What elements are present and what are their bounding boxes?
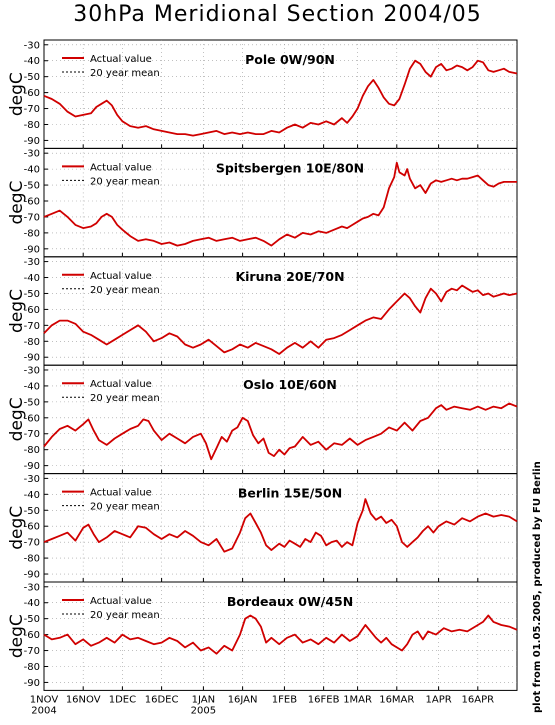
y-tick-label: -90 — [24, 570, 40, 581]
y-tick-label: -70 — [24, 538, 40, 549]
y-axis-label: degC — [7, 181, 27, 225]
y-tick-label: -40 — [24, 56, 40, 67]
x-tick-label: 1APR — [426, 694, 452, 705]
y-tick-label: -80 — [24, 554, 40, 565]
page-title: 30hPa Meridional Section 2004/05 — [73, 2, 482, 27]
panel-station-title: Berlin 15E/50N — [238, 486, 342, 501]
y-tick-label: -40 — [24, 165, 40, 176]
y-tick-label: -60 — [24, 522, 40, 533]
y-tick-label: -30 — [24, 365, 40, 376]
series-actual-line — [43, 59, 518, 137]
x-tick-label: 1JAN — [192, 694, 215, 705]
legend-mean-label: 20 year mean — [90, 393, 160, 404]
x-tick-label: 16JAN — [228, 694, 258, 705]
y-tick-label: -90 — [24, 678, 40, 689]
panel-station-title: Pole 0W/90N — [245, 52, 335, 67]
legend-actual-label: Actual value — [90, 596, 152, 607]
x-tick-label: 1MAR — [343, 694, 372, 705]
legend-actual-label: Actual value — [90, 271, 152, 282]
y-axis-label: degC — [7, 614, 27, 658]
legend-mean-label: 20 year mean — [90, 68, 160, 79]
y-tick-label: -30 — [24, 474, 40, 485]
y-axis-label: degC — [7, 72, 27, 116]
x-tick-label: 16APR — [462, 694, 495, 705]
y-axis-label: degC — [7, 506, 27, 550]
legend-mean-label: 20 year mean — [90, 610, 160, 621]
y-tick-label: -60 — [24, 305, 40, 316]
y-tick-label: -30 — [24, 149, 40, 160]
y-tick-label: -40 — [24, 490, 40, 501]
y-tick-label: -40 — [24, 381, 40, 392]
y-tick-label: -60 — [24, 197, 40, 208]
y-tick-label: -60 — [24, 630, 40, 641]
y-axis-label: degC — [7, 397, 27, 441]
x-tick-label-year: 2005 — [191, 705, 216, 716]
x-tick-label: 1DEC — [109, 694, 136, 705]
series-actual-line — [43, 498, 518, 553]
y-tick-label: -70 — [24, 646, 40, 657]
y-tick-label: -90 — [24, 244, 40, 255]
y-tick-label: -80 — [24, 337, 40, 348]
y-tick-label: -40 — [24, 598, 40, 609]
panel-station-title: Spitsbergen 10E/80N — [216, 160, 364, 175]
y-tick-label: -50 — [24, 614, 40, 625]
series-actual-line — [43, 284, 518, 355]
legend-mean-label: 20 year mean — [90, 176, 160, 187]
y-tick-label: -60 — [24, 88, 40, 99]
legend-actual-label: Actual value — [90, 488, 152, 499]
y-tick-label: -70 — [24, 429, 40, 440]
y-tick-label: -80 — [24, 445, 40, 456]
y-tick-label: -50 — [24, 289, 40, 300]
series-actual-line — [43, 614, 518, 655]
legend-actual-label: Actual value — [90, 162, 152, 173]
y-tick-label: -80 — [24, 662, 40, 673]
y-tick-label: -30 — [24, 257, 40, 268]
y-tick-label: -30 — [24, 582, 40, 593]
y-tick-label: -30 — [24, 40, 40, 51]
y-tick-label: -50 — [24, 181, 40, 192]
credit-text: plot from 01.05.2005, produced by FU Ber… — [532, 461, 543, 713]
y-tick-label: -50 — [24, 506, 40, 517]
panel-station-title: Bordeaux 0W/45N — [227, 594, 353, 609]
y-tick-label: -70 — [24, 321, 40, 332]
x-tick-label: 16MAR — [379, 694, 414, 705]
y-tick-label: -70 — [24, 104, 40, 115]
y-tick-label: -90 — [24, 136, 40, 147]
x-tick-label: 16FEB — [308, 694, 340, 705]
legend-mean-label: 20 year mean — [90, 502, 160, 513]
x-tick-label: 16NOV — [66, 694, 101, 705]
y-tick-label: -40 — [24, 273, 40, 284]
legend-mean-label: 20 year mean — [90, 285, 160, 296]
y-tick-label: -80 — [24, 228, 40, 239]
y-tick-label: -50 — [24, 397, 40, 408]
panel-frame — [43, 581, 518, 691]
y-tick-label: -80 — [24, 120, 40, 131]
y-tick-label: -90 — [24, 353, 40, 364]
y-tick-label: -90 — [24, 461, 40, 472]
series-actual-line — [43, 161, 517, 247]
panel-station-title: Kiruna 20E/70N — [235, 269, 344, 284]
x-tick-label: 1NOV — [30, 694, 59, 705]
legend-actual-label: Actual value — [90, 379, 152, 390]
x-tick-label: 1FEB — [272, 694, 297, 705]
series-actual-line — [43, 402, 518, 461]
y-tick-label: -50 — [24, 72, 40, 83]
y-tick-label: -70 — [24, 212, 40, 223]
legend-actual-label: Actual value — [90, 54, 152, 65]
x-tick-label: 16DEC — [145, 694, 179, 705]
x-tick-label-year: 2004 — [31, 705, 56, 716]
y-axis-label: degC — [7, 289, 27, 333]
panel-station-title: Oslo 10E/60N — [243, 377, 337, 392]
y-tick-label: -60 — [24, 413, 40, 424]
